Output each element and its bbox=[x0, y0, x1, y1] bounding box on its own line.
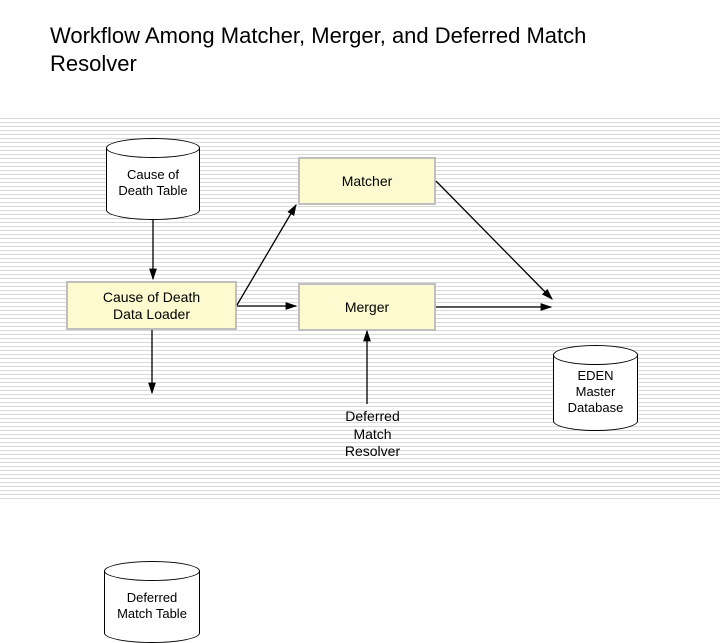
cylinder-eden-db: EDEN Master Database bbox=[553, 345, 638, 431]
node-label: EDEN Master Database bbox=[568, 368, 624, 417]
cylinder-cause-of-death-table: Cause of Death Table bbox=[106, 138, 200, 220]
cylinder-deferred-match-table: Deferred Match Table bbox=[104, 561, 200, 643]
node-label: Deferred Match Resolver bbox=[345, 408, 400, 459]
cylinder-top bbox=[553, 345, 638, 365]
process-cod-loader: Cause of Death Data Loader bbox=[66, 281, 237, 330]
label-deferred-match-resolver: Deferred Match Resolver bbox=[330, 408, 415, 461]
node-label: Cause of Death Data Loader bbox=[103, 289, 200, 323]
node-label: Cause of Death Table bbox=[118, 167, 187, 200]
node-label: Matcher bbox=[342, 173, 393, 190]
cylinder-top bbox=[106, 138, 200, 158]
process-matcher: Matcher bbox=[298, 157, 436, 205]
node-label: Merger bbox=[345, 299, 389, 316]
process-merger: Merger bbox=[298, 283, 436, 331]
node-label: Deferred Match Table bbox=[117, 590, 187, 623]
cylinder-top bbox=[104, 561, 200, 581]
diagram-title: Workflow Among Matcher, Merger, and Defe… bbox=[50, 22, 650, 77]
